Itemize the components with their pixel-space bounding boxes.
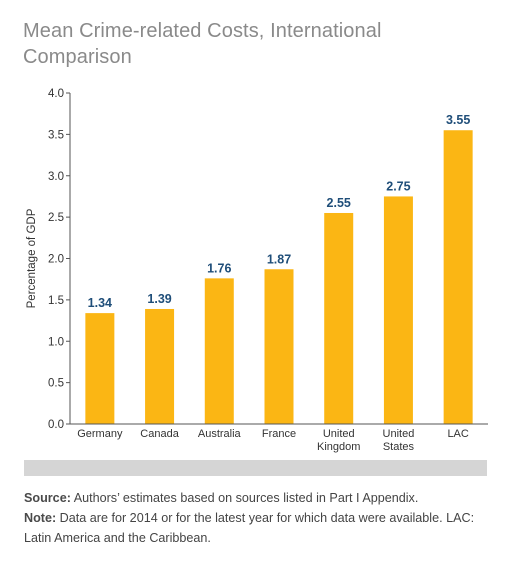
x-tick-label: Germany (77, 428, 123, 440)
source-text: Authors’ estimates based on sources list… (70, 491, 419, 505)
y-axis-label-group: Percentage of GDP (26, 208, 38, 308)
bar-value-label: 1.87 (267, 252, 291, 266)
x-tick-label: Canada (140, 428, 179, 440)
y-tick-label: 4.0 (48, 88, 64, 100)
x-tick-label: France (262, 428, 296, 440)
x-tick-label-line: States (383, 441, 415, 453)
y-tick-label: 0.0 (48, 419, 64, 431)
bar (204, 278, 234, 424)
y-axis: 0.0 0.5 1.0 1.5 2.0 2.5 3.0 3.5 4.0 (48, 88, 71, 431)
y-tick-label: 2.0 (48, 254, 64, 266)
x-tick-label-line: United (323, 428, 355, 440)
source-label: Source: (24, 491, 71, 505)
x-tick-label-line: United (383, 428, 415, 440)
x-tick-label: United States (383, 428, 415, 453)
x-tick-label-line: LAC (447, 428, 468, 440)
y-tick-label: 2.5 (48, 212, 64, 224)
bar (264, 269, 294, 424)
value-labels: 1.34 1.39 1.76 1.87 2.55 2.75 3.55 (88, 113, 471, 310)
y-tick-label: 3.0 (48, 171, 64, 183)
bar-value-label: 3.55 (446, 113, 470, 127)
source-note: Source: Authors’ estimates based on sour… (24, 488, 499, 508)
x-tick-label: United Kingdom (317, 428, 360, 453)
y-tick-label: 1.0 (48, 336, 64, 348)
bar-value-label: 1.39 (147, 292, 171, 306)
x-tick-label: LAC (447, 428, 468, 440)
y-axis-label: Percentage of GDP (26, 208, 38, 308)
y-tick-label: 1.5 (48, 295, 64, 307)
x-tick-label-line: Germany (77, 428, 123, 440)
chart-title: Mean Crime-related Costs, International … (23, 20, 382, 68)
bar-value-label: 1.34 (88, 296, 112, 310)
note-text: Data are for 2014 or for the latest year… (24, 511, 475, 545)
bar (383, 196, 413, 424)
bar-value-label: 1.76 (207, 261, 231, 275)
bars (85, 130, 473, 425)
bar (324, 212, 354, 424)
x-tick-label-line: Kingdom (317, 441, 360, 453)
y-tick-label: 3.5 (48, 129, 64, 141)
footer-divider-band (24, 460, 487, 476)
x-tick-label: Australia (198, 428, 242, 440)
x-tick-label-line: France (262, 428, 296, 440)
x-tick-label-line: Australia (198, 428, 242, 440)
bar (443, 130, 473, 425)
bar-value-label: 2.55 (327, 196, 351, 210)
footnotes: Source: Authors’ estimates based on sour… (24, 488, 499, 548)
y-tick-label: 0.5 (48, 378, 64, 390)
note-line: Note: Data are for 2014 or for the lates… (24, 508, 499, 548)
note-label: Note: (24, 511, 57, 525)
x-tick-label-line: Canada (140, 428, 179, 440)
x-tick-labels: Germany Canada Australia France United Kingdo… (77, 428, 469, 453)
bar (85, 313, 115, 424)
bar (145, 308, 175, 424)
bar-value-label: 2.75 (386, 179, 410, 193)
